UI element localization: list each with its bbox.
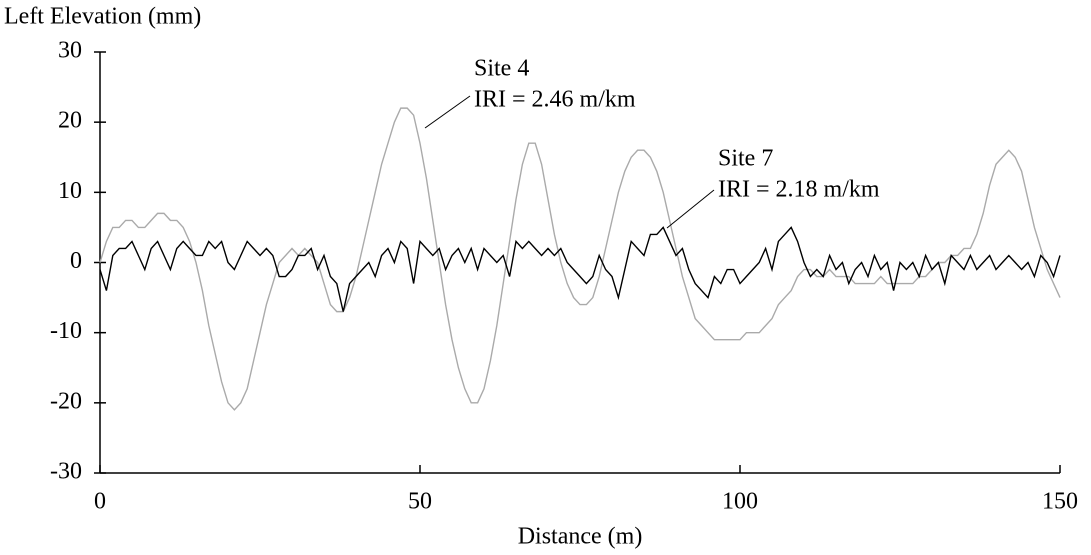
x-tick-label: 50 xyxy=(408,489,432,515)
leader-line xyxy=(424,95,471,129)
annotation-iri: IRI = 2.46 m/km xyxy=(474,87,636,113)
x-axis-title: Distance (m) xyxy=(518,524,643,550)
x-tick-label: 150 xyxy=(1042,489,1078,515)
annotation-site: Site 4 xyxy=(474,56,529,82)
y-tick-label: -20 xyxy=(50,388,82,414)
x-tick-label: 0 xyxy=(94,489,106,515)
y-tick-label: 30 xyxy=(58,38,82,64)
series-line xyxy=(99,107,1061,411)
leader-line xyxy=(666,189,715,229)
y-tick-label: -30 xyxy=(50,459,82,485)
annotation-iri: IRI = 2.18 m/km xyxy=(718,177,880,203)
y-tick-label: 0 xyxy=(70,248,82,274)
x-tick-label: 100 xyxy=(722,489,758,515)
y-tick-label: 10 xyxy=(58,178,82,204)
annotation-site: Site 7 xyxy=(718,146,773,172)
series-line xyxy=(99,226,1061,312)
y-tick-label: 20 xyxy=(58,108,82,134)
y-tick-label: -10 xyxy=(50,318,82,344)
y-axis-title: Left Elevation (mm) xyxy=(4,4,201,30)
